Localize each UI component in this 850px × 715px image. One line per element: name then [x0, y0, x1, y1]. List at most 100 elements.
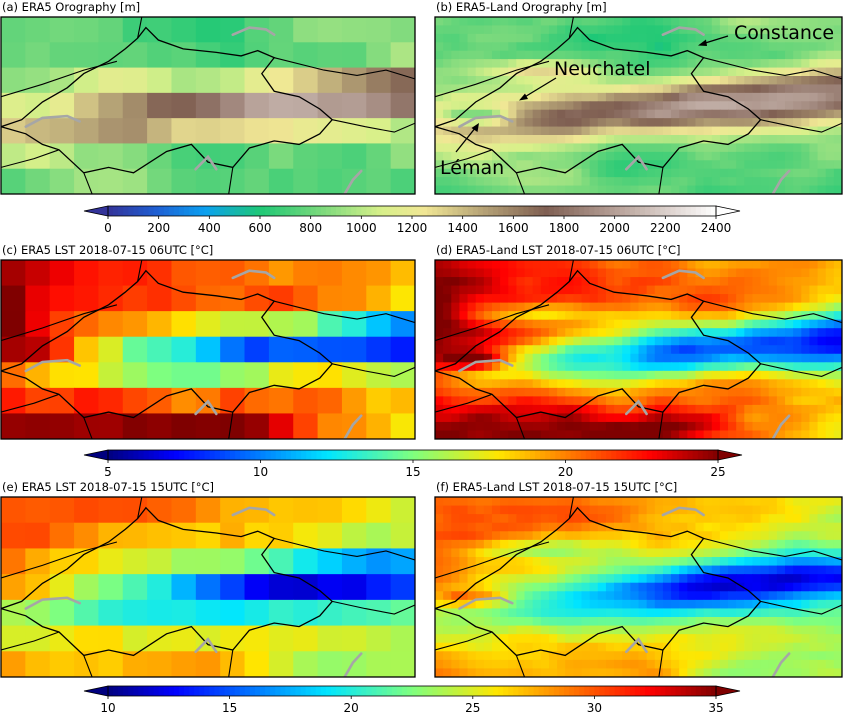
heatmap-cell [736, 33, 745, 43]
heatmap-cell [475, 548, 485, 558]
heatmap-cell [728, 336, 737, 346]
colorbar-tick-label: 0 [104, 221, 112, 235]
heatmap-cell [785, 185, 794, 194]
border-line [1, 304, 118, 342]
colorbar-segment [163, 450, 170, 460]
heatmap-cell [500, 413, 509, 423]
heatmap-cell [524, 634, 534, 644]
lake-outline [24, 358, 81, 373]
heatmap-cell [524, 84, 534, 94]
heatmap-cell [475, 430, 485, 439]
heatmap-cell [760, 565, 770, 575]
heatmap-cell [695, 311, 705, 321]
heatmap-cell [736, 539, 745, 550]
heatmap-cell [768, 404, 778, 415]
heatmap-cell [646, 101, 656, 111]
heatmap-cell [548, 539, 558, 550]
heatmap-cell [557, 574, 566, 584]
heatmap-cell [451, 285, 461, 295]
heatmap-cell [268, 497, 294, 524]
heatmap-cell [467, 514, 477, 524]
colorbar-extend-min [83, 205, 109, 217]
heatmap-cell [605, 599, 615, 610]
heatmap-cell [719, 413, 729, 423]
heatmap-cell [793, 548, 802, 558]
colorbar-segment [123, 206, 129, 216]
heatmap-cell [74, 285, 100, 312]
heatmap-cell [711, 642, 721, 652]
heatmap-cell [662, 396, 672, 406]
heatmap-cell [662, 42, 672, 52]
heatmap-cell [662, 285, 672, 295]
heatmap-cell [605, 33, 615, 43]
heatmap-cell [467, 17, 477, 27]
heatmap-cell [581, 25, 591, 35]
heatmap-cell [589, 617, 599, 627]
colorbar-segment [472, 206, 479, 216]
colorbar-segment [626, 450, 633, 460]
border-line [760, 363, 842, 377]
heatmap-cell [435, 642, 444, 652]
colorbar-segment [391, 686, 398, 696]
heatmap-cell [467, 25, 477, 35]
heatmap-cell [491, 353, 501, 363]
heatmap-cell [475, 387, 485, 397]
heatmap-cell [825, 421, 835, 432]
heatmap-cell [435, 531, 444, 541]
heatmap-cell [679, 353, 688, 363]
heatmap-cell [597, 353, 607, 363]
heatmap-cell [500, 557, 509, 567]
heatmap-cell [744, 25, 754, 35]
heatmap-cell [638, 76, 648, 86]
colorbar-tick-label: 20 [344, 701, 359, 715]
heatmap-cell [801, 668, 811, 677]
heatmap-cell [573, 17, 583, 27]
heatmap-cell [809, 118, 819, 128]
heatmap-cell [825, 668, 835, 677]
map-overlay [435, 260, 842, 439]
heatmap-cell [475, 151, 485, 161]
heatmap-cell [785, 353, 794, 363]
heatmap-cell [524, 118, 534, 128]
heatmap-cell [622, 151, 631, 161]
heatmap-cell [679, 101, 688, 111]
heatmap-cell [687, 92, 697, 102]
heatmap-cell [703, 514, 713, 524]
heatmap-cell [532, 294, 542, 304]
heatmap-cell [768, 185, 778, 194]
heatmap-cell [801, 285, 811, 295]
heatmap-cell [475, 285, 485, 295]
heatmap-cell [195, 599, 221, 627]
heatmap-cell [679, 625, 688, 635]
heatmap-cell [646, 17, 656, 27]
heatmap-cell [630, 565, 640, 575]
heatmap-cell [744, 565, 754, 575]
heatmap-cell [679, 617, 688, 627]
heatmap-cell [614, 396, 623, 406]
heatmap-cell [475, 177, 485, 187]
heatmap-cell [614, 25, 623, 35]
heatmap-cell [500, 109, 509, 119]
heatmap-cell [760, 642, 770, 652]
heatmap-cell [638, 617, 648, 627]
heatmap-cell [1, 387, 26, 415]
heatmap-cell [459, 143, 469, 153]
heatmap-cell [825, 617, 835, 627]
heatmap-cell [638, 574, 648, 584]
heatmap-cell [443, 25, 452, 35]
heatmap-cell [573, 42, 583, 52]
heatmap-cell [443, 285, 452, 295]
heatmap-cell [565, 345, 574, 355]
heatmap-cell [443, 430, 452, 439]
heatmap-cell [532, 185, 542, 194]
colorbar-segment [315, 686, 322, 696]
heatmap-cell [630, 362, 640, 372]
heatmap-cell [483, 557, 493, 567]
heatmap-cell [451, 505, 461, 515]
heatmap-cell [662, 185, 672, 194]
colorbar-segment [662, 450, 668, 460]
heatmap-cell [687, 260, 697, 270]
heatmap-cell [687, 634, 697, 644]
heatmap-cell [524, 277, 534, 287]
heatmap-cell [825, 42, 835, 52]
